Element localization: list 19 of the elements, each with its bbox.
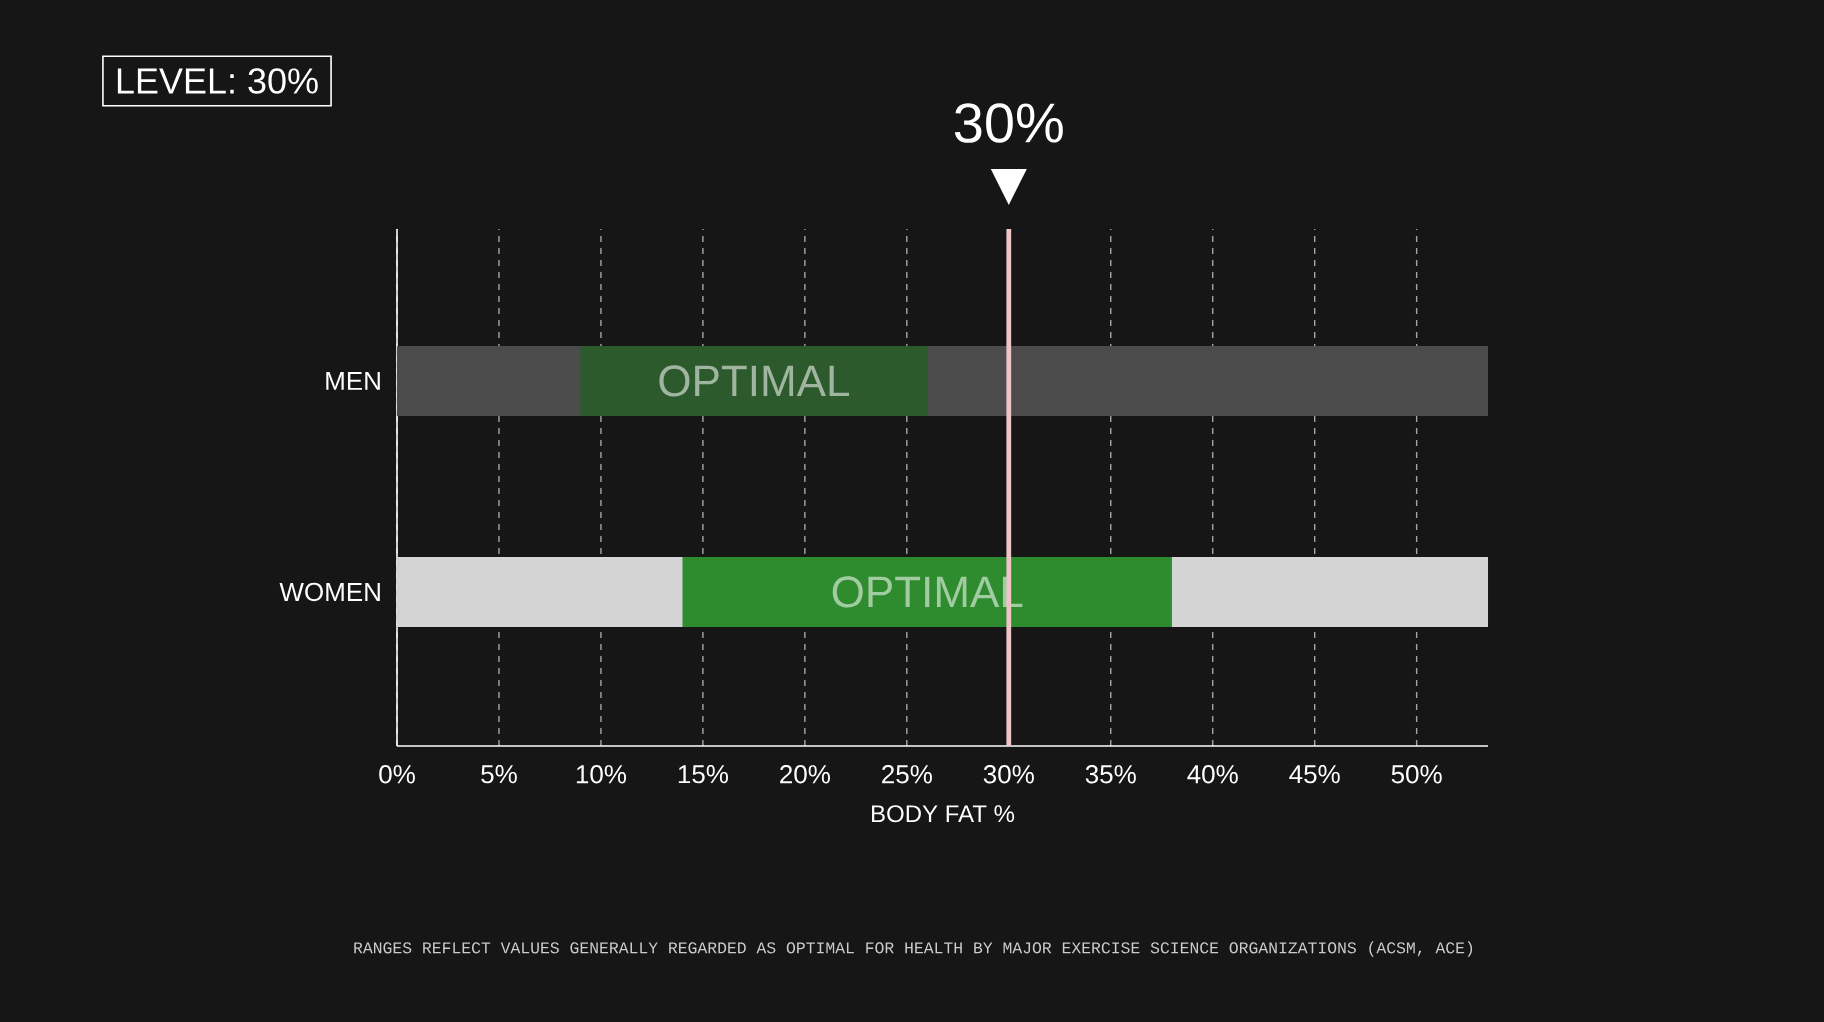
x-tick-label: 30% bbox=[983, 765, 1034, 784]
data-label: OPTIMAL bbox=[659, 365, 850, 397]
x-tick-label: 40% bbox=[1187, 765, 1238, 784]
x-tick-label: 10% bbox=[576, 765, 627, 784]
y-tick-label: WOMEN bbox=[279, 582, 380, 602]
x-tick-label: 45% bbox=[1289, 765, 1340, 784]
x-tick-label: 20% bbox=[780, 765, 830, 784]
x-tick-label: 15% bbox=[678, 765, 728, 784]
y-tick-label: MEN bbox=[326, 371, 380, 390]
x-tick-label: 50% bbox=[1391, 765, 1442, 784]
chart-title: LEVEL: 30% bbox=[117, 68, 318, 94]
x-tick-label: 0% bbox=[379, 765, 415, 784]
bar bbox=[580, 345, 928, 416]
x-tick-label: 5% bbox=[481, 765, 517, 784]
x-axis-title: BODY FAT % bbox=[872, 805, 1015, 823]
text: RANGES REFLECT VALUES GENERALLY REGARDED AS OPTIMAL FOR HEALTH BY MAJOR EXERCISE SCIENCE ORGANIZATIONS (ACSM, ACE) bbox=[354, 941, 1473, 957]
x-tick-label: 35% bbox=[1085, 765, 1136, 784]
ref-line-label: 30% bbox=[954, 103, 1063, 143]
x-tick-label: 25% bbox=[882, 765, 932, 784]
